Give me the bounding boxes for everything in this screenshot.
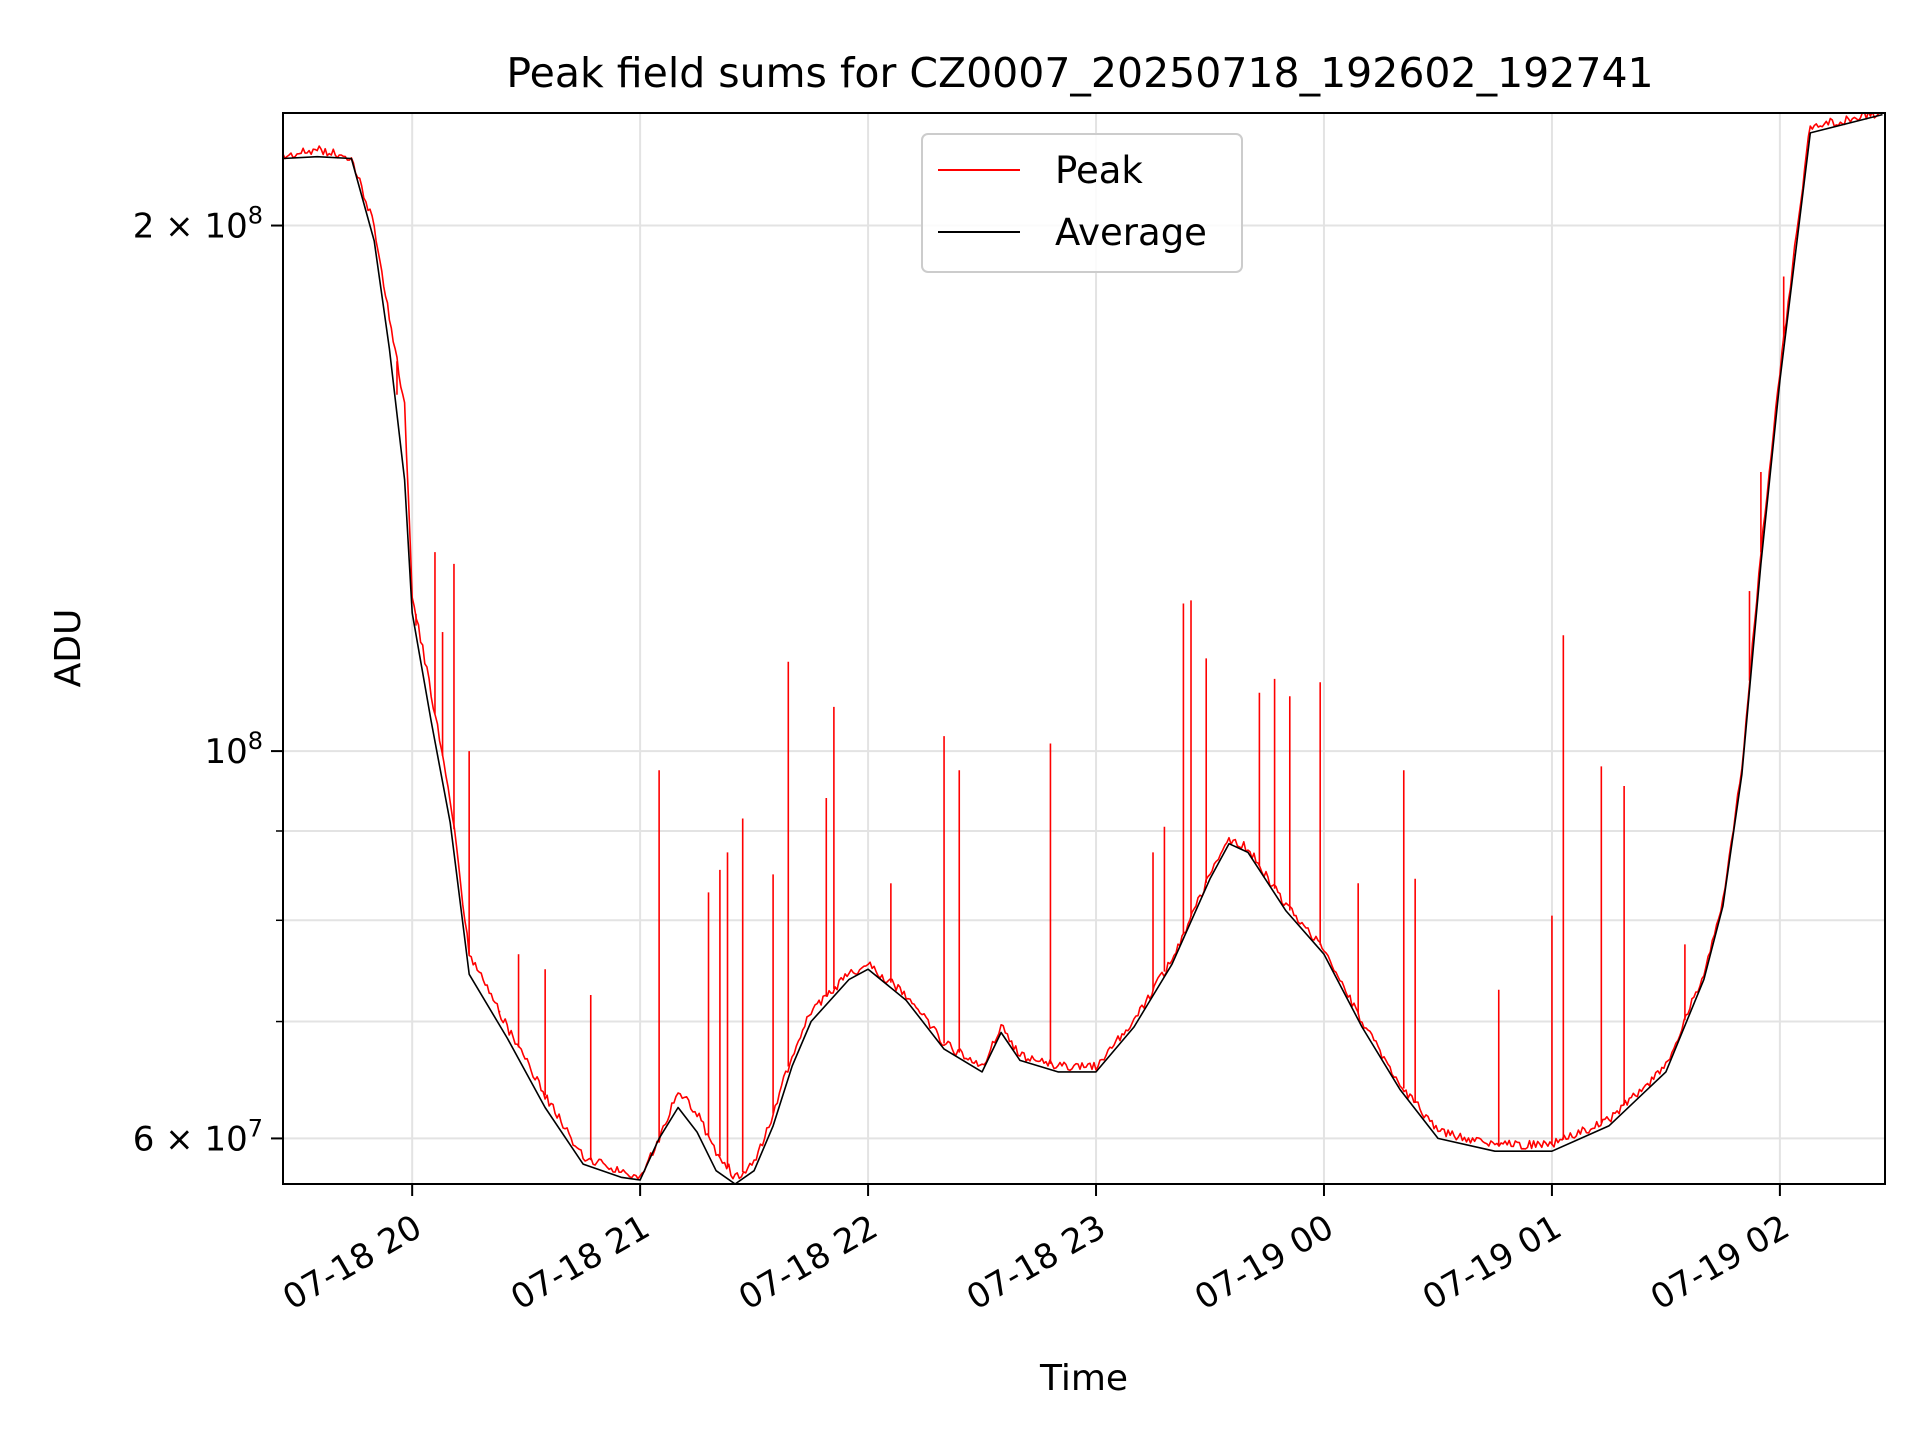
series-line-peak bbox=[283, 113, 1883, 1180]
plot-frame bbox=[282, 112, 1886, 1185]
y-axis-label: ADU bbox=[48, 609, 89, 688]
chart-title: Peak field sums for CZ0007_20250718_1926… bbox=[506, 49, 1653, 97]
legend: Peak Average bbox=[921, 133, 1243, 273]
y-tick-label: 2 × 108 bbox=[133, 202, 263, 247]
plot-area bbox=[283, 113, 1885, 1184]
x-axis-label: Time bbox=[1039, 1358, 1128, 1399]
y-tick-label: 6 × 107 bbox=[133, 1114, 263, 1159]
legend-box bbox=[921, 133, 1243, 273]
legend-label-average: Average bbox=[1055, 211, 1207, 254]
legend-label-peak: Peak bbox=[1055, 149, 1143, 192]
series-group bbox=[283, 113, 1883, 1184]
grid-lines bbox=[283, 113, 1885, 1184]
series-line-average bbox=[283, 113, 1883, 1184]
y-tick-label: 108 bbox=[204, 727, 263, 772]
